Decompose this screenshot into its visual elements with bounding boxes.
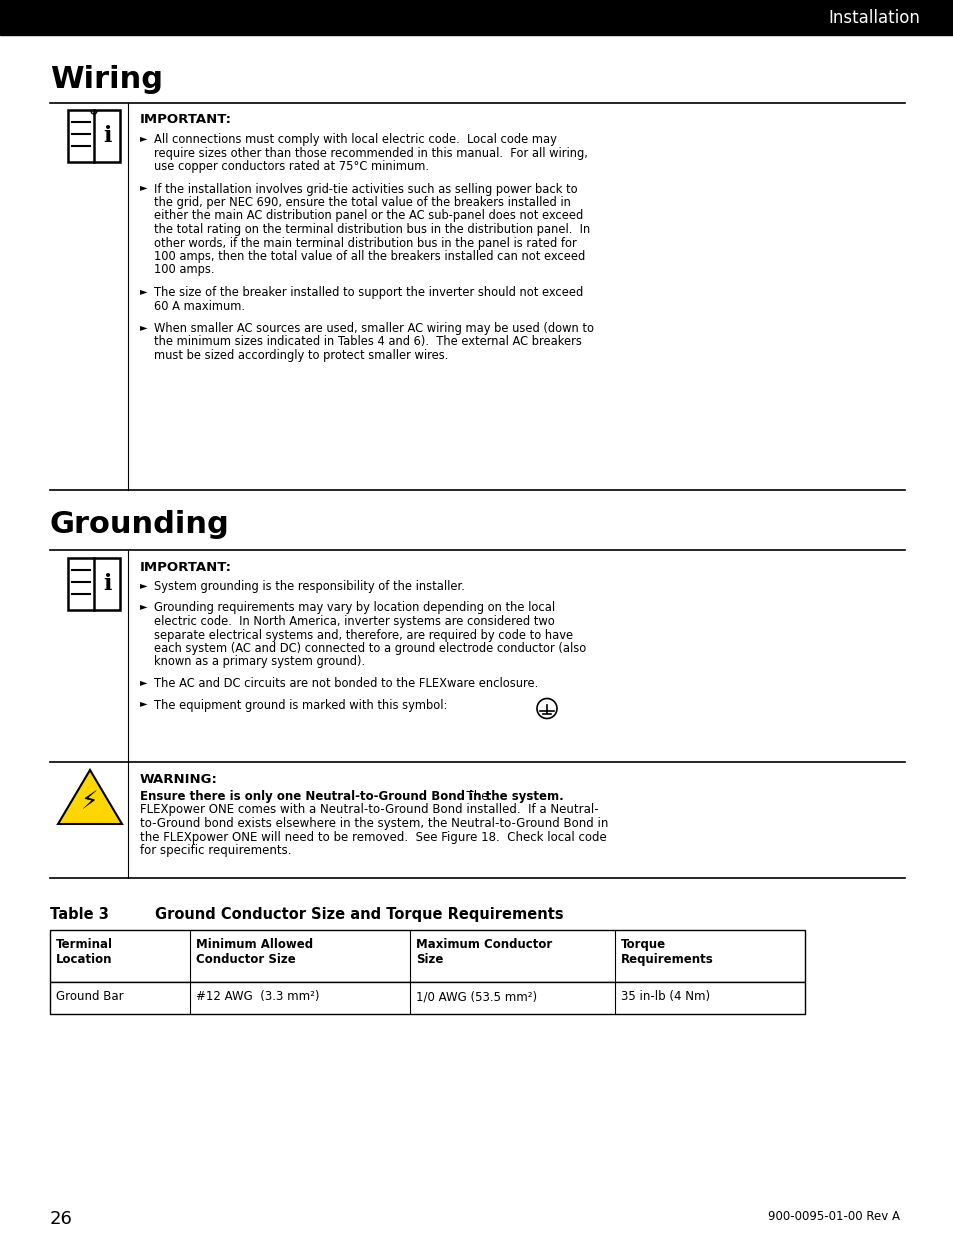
Text: ►: ►	[140, 699, 148, 709]
Text: the FLEXpower ONE will need to be removed.  See Figure 18.  Check local code: the FLEXpower ONE will need to be remove…	[140, 830, 606, 844]
Text: Wiring: Wiring	[50, 65, 163, 94]
Text: the grid, per NEC 690, ensure the total value of the breakers installed in: the grid, per NEC 690, ensure the total …	[153, 196, 570, 209]
Polygon shape	[58, 769, 122, 824]
Text: ►: ►	[140, 287, 148, 296]
Text: other words, if the main terminal distribution bus in the panel is rated for: other words, if the main terminal distri…	[153, 236, 577, 249]
Text: Conductor Size: Conductor Size	[195, 953, 295, 966]
Text: FLEXpower ONE comes with a Neutral-to-Ground Bond installed.  If a Neutral-: FLEXpower ONE comes with a Neutral-to-Gr…	[140, 804, 598, 816]
Text: to-Ground bond exists elsewhere in the system, the Neutral-to-Ground Bond in: to-Ground bond exists elsewhere in the s…	[140, 818, 608, 830]
Bar	[50, 982, 804, 1014]
Text: 100 amps.: 100 amps.	[153, 263, 214, 277]
Text: Minimum Allowed: Minimum Allowed	[195, 939, 313, 951]
Text: 60 A maximum.: 60 A maximum.	[153, 300, 245, 312]
Text: ►: ►	[140, 601, 148, 611]
Text: use copper conductors rated at 75°C minimum.: use copper conductors rated at 75°C mini…	[153, 161, 429, 173]
Text: If the installation involves grid-tie activities such as selling power back to: If the installation involves grid-tie ac…	[153, 183, 577, 195]
Text: i: i	[103, 125, 112, 147]
Bar	[0, 0, 953, 35]
Text: Ensure there is only one Neutral-to-Ground Bond in the system.: Ensure there is only one Neutral-to-Grou…	[140, 790, 563, 803]
Text: Grounding requirements may vary by location depending on the local: Grounding requirements may vary by locat…	[153, 601, 555, 615]
Text: System grounding is the responsibility of the installer.: System grounding is the responsibility o…	[153, 580, 464, 593]
Text: 26: 26	[50, 1210, 72, 1228]
Text: The size of the breaker installed to support the inverter should not exceed: The size of the breaker installed to sup…	[153, 287, 582, 299]
Text: IMPORTANT:: IMPORTANT:	[140, 561, 232, 574]
Text: 900-0095-01-00 Rev A: 900-0095-01-00 Rev A	[767, 1210, 899, 1223]
Text: Requirements: Requirements	[620, 953, 713, 966]
Text: known as a primary system ground).: known as a primary system ground).	[153, 656, 365, 668]
Bar	[68, 558, 120, 610]
Text: the minimum sizes indicated in Tables 4 and 6).  The external AC breakers: the minimum sizes indicated in Tables 4 …	[153, 336, 581, 348]
Text: IMPORTANT:: IMPORTANT:	[140, 112, 232, 126]
Text: electric code.  In North America, inverter systems are considered two: electric code. In North America, inverte…	[153, 615, 554, 629]
Text: require sizes other than those recommended in this manual.  For all wiring,: require sizes other than those recommend…	[153, 147, 587, 159]
Text: each system (AC and DC) connected to a ground electrode conductor (also: each system (AC and DC) connected to a g…	[153, 642, 586, 655]
Text: Size: Size	[416, 953, 443, 966]
Text: must be sized accordingly to protect smaller wires.: must be sized accordingly to protect sma…	[153, 350, 448, 362]
Text: Ground Bar: Ground Bar	[56, 990, 124, 1003]
Text: the total rating on the terminal distribution bus in the distribution panel.  In: the total rating on the terminal distrib…	[153, 224, 590, 236]
Text: Torque: Torque	[620, 939, 665, 951]
Text: Maximum Conductor: Maximum Conductor	[416, 939, 552, 951]
Text: Terminal: Terminal	[56, 939, 112, 951]
Text: ►: ►	[140, 580, 148, 590]
Text: The AC and DC circuits are not bonded to the FLEXware enclosure.: The AC and DC circuits are not bonded to…	[153, 677, 537, 690]
Text: #12 AWG  (3.3 mm²): #12 AWG (3.3 mm²)	[195, 990, 319, 1003]
Text: for specific requirements.: for specific requirements.	[140, 844, 292, 857]
Text: 100 amps, then the total value of all the breakers installed can not exceed: 100 amps, then the total value of all th…	[153, 249, 584, 263]
Text: When smaller AC sources are used, smaller AC wiring may be used (down to: When smaller AC sources are used, smalle…	[153, 322, 594, 335]
Text: 1/0 AWG (53.5 mm²): 1/0 AWG (53.5 mm²)	[416, 990, 537, 1003]
Text: i: i	[103, 573, 112, 595]
Text: ⚡: ⚡	[81, 790, 99, 814]
Text: Grounding: Grounding	[50, 510, 230, 538]
Bar	[68, 110, 120, 162]
Text: ►: ►	[140, 133, 148, 143]
Text: Table 3: Table 3	[50, 906, 109, 923]
Text: ►: ►	[140, 183, 148, 193]
Text: either the main AC distribution panel or the AC sub-panel does not exceed: either the main AC distribution panel or…	[153, 210, 582, 222]
Text: Location: Location	[56, 953, 112, 966]
Text: All connections must comply with local electric code.  Local code may: All connections must comply with local e…	[153, 133, 557, 146]
Text: WARNING:: WARNING:	[140, 773, 217, 785]
Text: Ground Conductor Size and Torque Requirements: Ground Conductor Size and Torque Require…	[154, 906, 563, 923]
Text: Installation: Installation	[827, 9, 919, 27]
Text: separate electrical systems and, therefore, are required by code to have: separate electrical systems and, therefo…	[153, 629, 573, 641]
Text: The equipment ground is marked with this symbol:: The equipment ground is marked with this…	[153, 699, 447, 711]
Text: 35 in-lb (4 Nm): 35 in-lb (4 Nm)	[620, 990, 709, 1003]
Text: ►: ►	[140, 322, 148, 332]
Text: ►: ►	[140, 677, 148, 687]
Text: The: The	[458, 790, 488, 803]
Bar	[50, 930, 804, 982]
